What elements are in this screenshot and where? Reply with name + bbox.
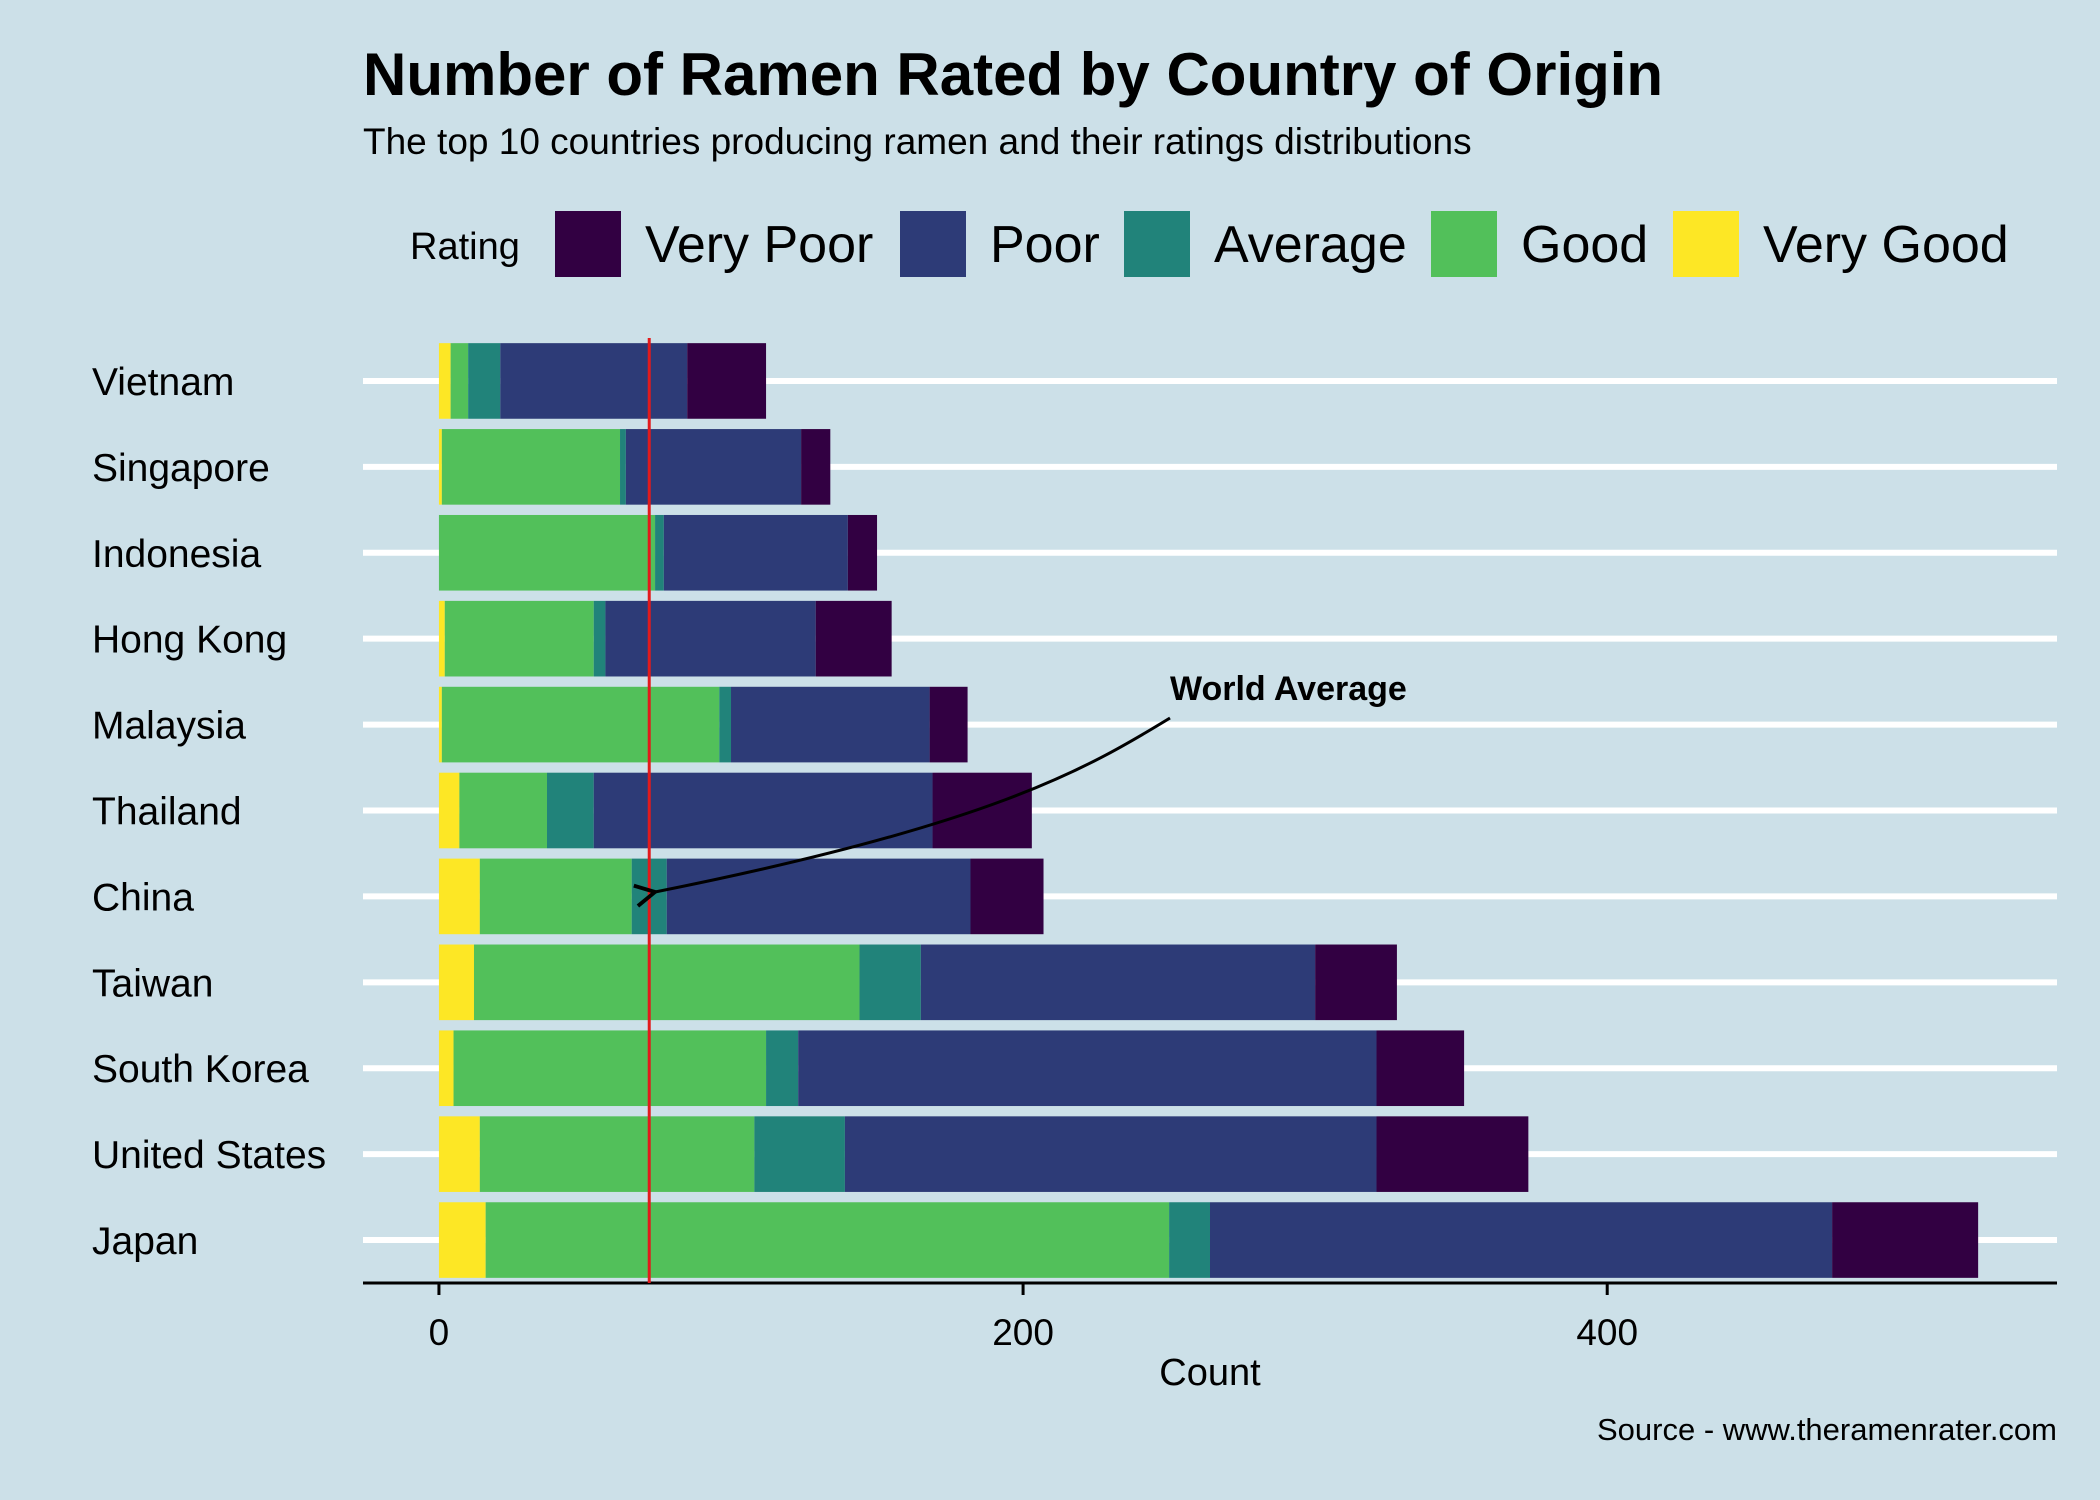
bar-indonesia-average [655, 514, 664, 591]
source-caption: Source - www.theramenrater.com [1597, 1412, 2057, 1447]
bar-japan-very-good [438, 1202, 486, 1278]
bar-thailand-average [547, 772, 594, 849]
bar-united-states-poor [844, 1116, 1377, 1192]
bar-malaysia-very-poor [929, 686, 968, 763]
bar-south-korea-poor [798, 1030, 1377, 1107]
bar-vietnam-poor [500, 343, 688, 419]
legend-label-poor: Poor [990, 216, 1100, 274]
bar-taiwan-very-poor [1315, 944, 1397, 1021]
bar-thailand-very-poor [932, 772, 1032, 849]
bar-taiwan-poor [920, 944, 1316, 1021]
legend-swatch-good [1431, 211, 1497, 277]
bar-united-states-average [754, 1116, 845, 1192]
bar-japan-good [485, 1202, 1170, 1278]
bar-indonesia-very-poor [847, 514, 878, 591]
bar-china-very-poor [970, 858, 1044, 935]
category-label-indonesia: Indonesia [92, 533, 261, 576]
bar-singapore-very-good [438, 429, 442, 505]
x-tick-label-400: 400 [1576, 1312, 1638, 1353]
bar-china-very-good [438, 858, 480, 935]
x-tick-label-0: 0 [429, 1312, 450, 1353]
chart-subtitle: The top 10 countries producing ramen and… [363, 121, 1472, 162]
bar-taiwan-very-good [438, 944, 474, 1021]
bar-united-states-very-poor [1376, 1116, 1529, 1192]
bar-malaysia-good [441, 686, 720, 763]
legend-swatch-very-poor [555, 211, 621, 277]
bar-united-states-very-good [438, 1116, 480, 1192]
legend-swatch-very-good [1673, 211, 1739, 277]
legend-label-good: Good [1521, 216, 1648, 274]
legend-label-very-poor: Very Poor [645, 216, 873, 274]
legend: Rating Very Poor Poor Average Good Very Good [410, 211, 2009, 277]
bar-japan-average [1169, 1202, 1210, 1278]
category-label-taiwan: Taiwan [92, 962, 213, 1005]
bar-singapore-very-poor [801, 429, 831, 505]
bar-vietnam-very-poor [687, 343, 767, 419]
category-label-thailand: Thailand [92, 791, 242, 834]
bar-china-good [479, 858, 632, 935]
bar-south-korea-average [766, 1030, 799, 1107]
bar-malaysia-poor [731, 686, 930, 763]
category-label-japan: Japan [92, 1220, 198, 1263]
annotation-arrow [655, 716, 1171, 892]
category-label-singapore: Singapore [92, 447, 270, 490]
category-label-china: China [92, 876, 194, 919]
bar-taiwan-good [473, 944, 860, 1021]
bar-hong-kong-very-good [438, 600, 445, 677]
bar-singapore-poor [625, 429, 802, 505]
bar-indonesia-good [438, 514, 656, 591]
category-label-hong-kong: Hong Kong [92, 619, 287, 662]
bar-south-korea-good [453, 1030, 767, 1107]
bar-singapore-average [620, 429, 626, 505]
bar-malaysia-very-good [438, 686, 442, 763]
bar-indonesia-poor [663, 514, 848, 591]
bar-south-korea-very-good [438, 1030, 454, 1107]
bar-taiwan-average [859, 944, 921, 1021]
bar-united-states-good [479, 1116, 755, 1192]
bar-hong-kong-good [444, 600, 594, 677]
category-label-vietnam: Vietnam [92, 361, 234, 404]
category-label-south-korea: South Korea [92, 1048, 309, 1091]
legend-label-very-good: Very Good [1763, 216, 2009, 274]
bar-hong-kong-very-poor [815, 600, 892, 677]
bar-singapore-good [441, 429, 621, 505]
legend-swatch-average [1124, 211, 1190, 277]
legend-title: Rating [410, 226, 520, 268]
bar-vietnam-good [450, 343, 469, 419]
x-tick-label-200: 200 [992, 1312, 1054, 1353]
category-label-united-states: United States [92, 1134, 326, 1177]
chart-title: Number of Ramen Rated by Country of Orig… [363, 41, 1663, 108]
bar-hong-kong-poor [605, 600, 816, 677]
bars [438, 343, 1979, 1278]
legend-label-average: Average [1214, 216, 1407, 274]
category-label-malaysia: Malaysia [92, 705, 246, 748]
bar-china-poor [666, 858, 971, 935]
legend-swatch-poor [900, 211, 966, 277]
bar-japan-poor [1210, 1202, 1833, 1278]
bar-vietnam-very-good [438, 343, 451, 419]
bar-hong-kong-average [593, 600, 606, 677]
bar-thailand-poor [593, 772, 933, 849]
bar-south-korea-very-poor [1376, 1030, 1465, 1107]
bar-malaysia-average [719, 686, 732, 763]
x-axis-ticks: 0 200 400 [429, 1283, 1638, 1353]
bar-vietnam-average [468, 343, 501, 419]
bar-thailand-good [459, 772, 548, 849]
x-axis-title: Count [1159, 1352, 1261, 1394]
bar-thailand-very-good [438, 772, 460, 849]
category-labels: Japan United States South Korea Taiwan China… [92, 361, 326, 1263]
world-average-annotation: World Average [1170, 670, 1407, 708]
bar-japan-very-poor [1832, 1202, 1979, 1278]
